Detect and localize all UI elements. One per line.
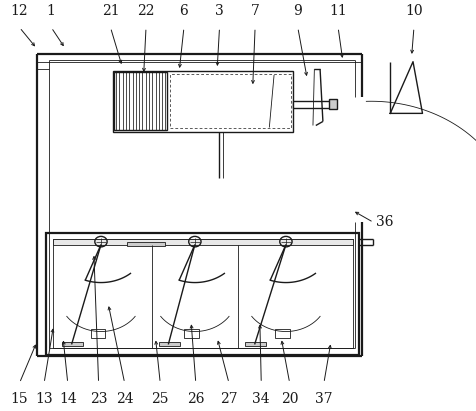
- Text: 10: 10: [404, 5, 422, 18]
- Text: 37: 37: [314, 392, 332, 406]
- Text: 7: 7: [250, 5, 259, 18]
- Bar: [52, 239, 353, 245]
- Text: 24: 24: [116, 392, 133, 406]
- Bar: [292, 101, 330, 108]
- Bar: [113, 71, 292, 132]
- Bar: [328, 99, 337, 109]
- Bar: [169, 74, 290, 128]
- Text: 26: 26: [187, 392, 204, 406]
- Bar: [127, 242, 165, 246]
- Bar: [245, 342, 266, 346]
- Text: 15: 15: [10, 392, 28, 406]
- Bar: [52, 239, 353, 349]
- Text: 22: 22: [137, 5, 154, 18]
- Bar: [169, 74, 290, 128]
- Text: 20: 20: [280, 392, 298, 406]
- Text: 11: 11: [328, 5, 346, 18]
- Text: 23: 23: [89, 392, 107, 406]
- Text: 3: 3: [215, 5, 223, 18]
- Text: 27: 27: [220, 392, 238, 406]
- Bar: [90, 330, 105, 338]
- Text: 36: 36: [375, 215, 393, 229]
- Text: 1: 1: [47, 5, 56, 18]
- Text: 21: 21: [101, 5, 119, 18]
- Text: 34: 34: [252, 392, 269, 406]
- Bar: [275, 330, 289, 338]
- Text: 25: 25: [151, 392, 169, 406]
- Text: 6: 6: [179, 5, 188, 18]
- Text: 14: 14: [59, 392, 77, 406]
- Bar: [46, 233, 359, 355]
- Text: 9: 9: [293, 5, 301, 18]
- Bar: [159, 342, 180, 346]
- Bar: [62, 342, 83, 346]
- Text: 12: 12: [10, 5, 28, 18]
- Bar: [184, 330, 198, 338]
- Bar: [114, 72, 167, 130]
- Text: 13: 13: [35, 392, 53, 406]
